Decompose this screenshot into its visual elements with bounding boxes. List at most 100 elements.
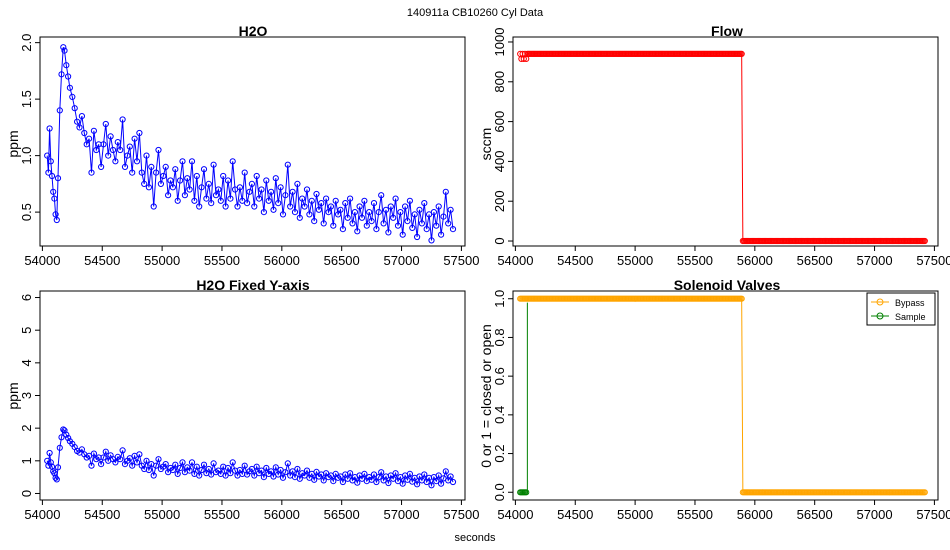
data-point [112, 158, 119, 165]
data-point [370, 200, 378, 207]
data-point [239, 197, 246, 204]
data-point [320, 220, 327, 227]
y-tick-label: 3 [19, 392, 34, 399]
data-point [112, 459, 119, 466]
y-tick-label: 200 [492, 190, 507, 212]
data-point [53, 216, 60, 224]
x-tick-label: 57500 [916, 507, 950, 522]
series-transition [741, 53, 744, 242]
data-point [61, 47, 68, 54]
data-point [382, 206, 390, 213]
solenoid-ylabel: 0 or 1 = closed or open [478, 324, 494, 468]
data-point [301, 472, 308, 479]
data-point [282, 469, 289, 476]
data-point [246, 188, 253, 195]
data-point [46, 125, 53, 132]
data-point [81, 129, 88, 137]
data-point [86, 452, 93, 459]
data-point [265, 197, 272, 204]
data-point [445, 220, 452, 227]
data-point [117, 456, 124, 463]
flow-ylabel: sccm [478, 128, 494, 161]
data-point [256, 195, 263, 202]
data-point [330, 478, 337, 485]
h2o-fixed-ylabel: ppm [5, 382, 21, 409]
data-point [227, 470, 234, 477]
series-transition [741, 298, 744, 493]
y-tick-label: 1000 [492, 28, 507, 57]
x-tick-label: 54500 [557, 253, 593, 268]
data-point [45, 169, 52, 176]
data-point [153, 462, 160, 469]
data-point [294, 465, 301, 473]
h2o-fixed-panel: H2O Fixed Y-axis ppm 54000 54500 55000 5550… [5, 277, 479, 522]
data-point [205, 180, 212, 187]
data-point [191, 197, 198, 204]
y-tick-label: 4 [19, 359, 34, 366]
data-point [447, 206, 454, 213]
data-point [174, 197, 181, 204]
data-point [402, 203, 409, 210]
data-point [138, 169, 145, 176]
data-point [107, 133, 114, 140]
data-point [279, 211, 287, 218]
series-line [46, 47, 454, 241]
data-point [339, 226, 346, 233]
data-point [244, 200, 251, 207]
data-point [311, 218, 318, 225]
data-point [449, 478, 457, 486]
data-point [291, 209, 299, 216]
h2o-ylabel: ppm [5, 130, 21, 157]
data-point [165, 192, 172, 199]
data-point [428, 237, 435, 244]
data-point [227, 195, 234, 202]
h2o-data [44, 44, 457, 244]
data-point [188, 459, 196, 466]
data-point [131, 135, 138, 142]
data-point [74, 118, 81, 125]
data-point [272, 464, 279, 471]
data-point [303, 467, 311, 474]
data-point [52, 474, 59, 481]
h2o-title: H2O [239, 23, 268, 39]
data-point [358, 214, 366, 221]
data-point [399, 480, 406, 487]
solenoid-axes: 54000 54500 55000 55500 56000 56500 57000 57500… [492, 290, 950, 522]
data-point [438, 480, 445, 487]
data-point [208, 471, 215, 478]
data-point [440, 213, 447, 220]
data-point [236, 184, 243, 191]
data-point [193, 463, 200, 470]
data-point [258, 186, 265, 193]
x-tick-label: 55000 [144, 507, 180, 522]
data-point [83, 141, 90, 148]
data-point [184, 175, 191, 182]
y-tick-label: 0.5 [19, 203, 34, 221]
data-point [313, 468, 320, 475]
y-tick-label: 400 [492, 151, 507, 173]
data-point [268, 468, 275, 475]
data-point [65, 434, 72, 442]
data-point [378, 469, 385, 476]
data-point [100, 454, 107, 461]
data-point [169, 466, 176, 474]
data-point [114, 139, 121, 146]
x-tick-label: 55000 [617, 253, 653, 268]
x-tick-label: 57000 [856, 253, 892, 268]
x-tick-label: 54500 [84, 253, 120, 268]
data-point [263, 177, 270, 184]
data-point [177, 464, 184, 472]
data-point [150, 203, 157, 210]
data-point [277, 184, 284, 191]
data-point [404, 218, 411, 225]
x-tick-label: 54000 [497, 253, 533, 268]
data-point [397, 209, 404, 216]
data-point [102, 120, 109, 128]
data-point [332, 197, 339, 204]
data-point [143, 152, 150, 159]
data-point [155, 456, 162, 463]
data-point [270, 206, 277, 213]
solenoid-data [517, 295, 928, 496]
x-tick-label: 54000 [24, 507, 60, 522]
data-point [385, 229, 392, 236]
